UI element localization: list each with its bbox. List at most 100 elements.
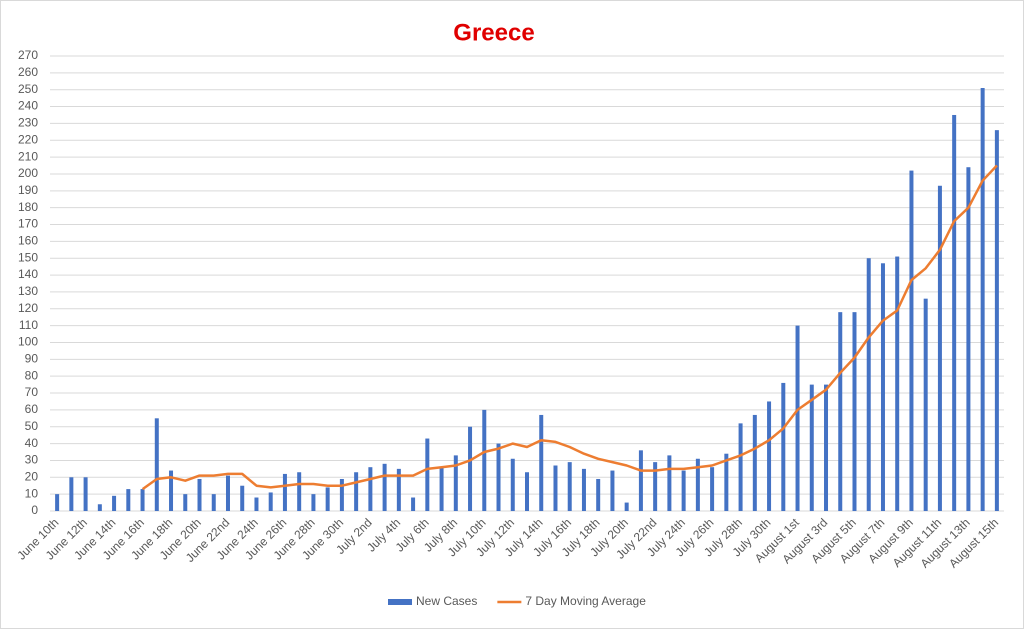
bar (55, 494, 60, 511)
bar (468, 426, 473, 511)
bar (510, 458, 515, 511)
bar (952, 114, 957, 512)
bar (453, 455, 458, 511)
bar (297, 472, 302, 511)
bar (653, 462, 658, 511)
bar (225, 475, 230, 511)
bar (83, 477, 88, 511)
bar (140, 489, 145, 511)
bar (268, 492, 273, 511)
moving-average-line (141, 164, 998, 491)
bar (610, 470, 615, 511)
bar (624, 502, 629, 511)
bar (767, 401, 772, 511)
bar (809, 384, 814, 511)
bar (795, 325, 800, 511)
y-tick-label: 220 (18, 132, 38, 146)
y-tick-label: 170 (18, 217, 38, 231)
bar (183, 494, 188, 511)
bar (368, 467, 373, 511)
y-tick-label: 20 (25, 469, 39, 483)
y-tick-label: 90 (25, 352, 39, 366)
y-tick-label: 40 (25, 436, 39, 450)
y-tick-label: 250 (18, 82, 38, 96)
bar (411, 497, 416, 511)
legend-label: New Cases (416, 594, 477, 608)
bar (638, 450, 643, 511)
bar (681, 470, 686, 511)
bar (752, 414, 757, 511)
y-tick-label: 30 (25, 453, 39, 467)
y-tick-label: 160 (18, 234, 38, 248)
bar (154, 418, 159, 511)
bar (710, 467, 715, 511)
y-tick-label: 120 (18, 301, 38, 315)
bar (254, 497, 259, 511)
bar (539, 414, 544, 511)
bar (738, 423, 743, 511)
y-tick-label: 0 (31, 503, 38, 517)
chart-title: Greece (453, 19, 534, 46)
bar (425, 438, 430, 511)
legend-label: 7 Day Moving Average (525, 594, 646, 608)
bar (695, 458, 700, 511)
y-tick-label: 10 (25, 486, 39, 500)
bar (126, 489, 131, 511)
bar (311, 494, 316, 511)
bar (667, 455, 672, 511)
bar (354, 472, 359, 511)
y-tick-label: 270 (18, 48, 38, 62)
bar (325, 487, 330, 511)
bar (980, 88, 985, 511)
y-tick-label: 50 (25, 419, 39, 433)
bar (923, 298, 928, 511)
y-tick-label: 230 (18, 116, 38, 130)
y-tick-label: 140 (18, 267, 38, 281)
bar (382, 463, 387, 511)
y-tick-label: 210 (18, 149, 38, 163)
bar (937, 185, 942, 511)
y-tick-label: 180 (18, 200, 38, 214)
y-tick-label: 100 (18, 335, 38, 349)
y-tick-label: 240 (18, 99, 38, 113)
bar (724, 453, 729, 511)
bar (482, 409, 487, 511)
bar (112, 495, 117, 511)
y-tick-label: 200 (18, 166, 38, 180)
bar (525, 472, 529, 511)
y-tick-label: 70 (25, 385, 39, 399)
bar (781, 382, 786, 511)
y-tick-label: 190 (18, 183, 38, 197)
bar (852, 312, 857, 511)
bar (240, 485, 245, 511)
bar (994, 130, 999, 512)
bar (97, 504, 102, 511)
y-tick-label: 80 (25, 368, 39, 382)
bar (880, 263, 885, 511)
bar (866, 258, 871, 511)
bar (966, 167, 971, 511)
y-tick-label: 60 (25, 402, 39, 416)
y-tick-label: 110 (19, 318, 38, 332)
bar (339, 478, 344, 511)
y-tick-label: 150 (18, 250, 38, 264)
bar (838, 312, 843, 511)
bar (909, 170, 914, 511)
bar (895, 256, 900, 511)
bar (553, 465, 558, 511)
bar (439, 467, 444, 511)
bar (581, 468, 586, 511)
y-tick-label: 260 (18, 65, 38, 79)
bar (69, 477, 74, 511)
bar (211, 494, 216, 511)
bar (596, 478, 601, 511)
bar (567, 462, 572, 511)
bar (282, 473, 287, 511)
bar (197, 478, 202, 511)
bar (169, 470, 174, 511)
y-tick-label: 130 (18, 284, 38, 298)
bar (496, 443, 501, 511)
bar (396, 468, 401, 511)
legend-swatch (388, 599, 412, 605)
